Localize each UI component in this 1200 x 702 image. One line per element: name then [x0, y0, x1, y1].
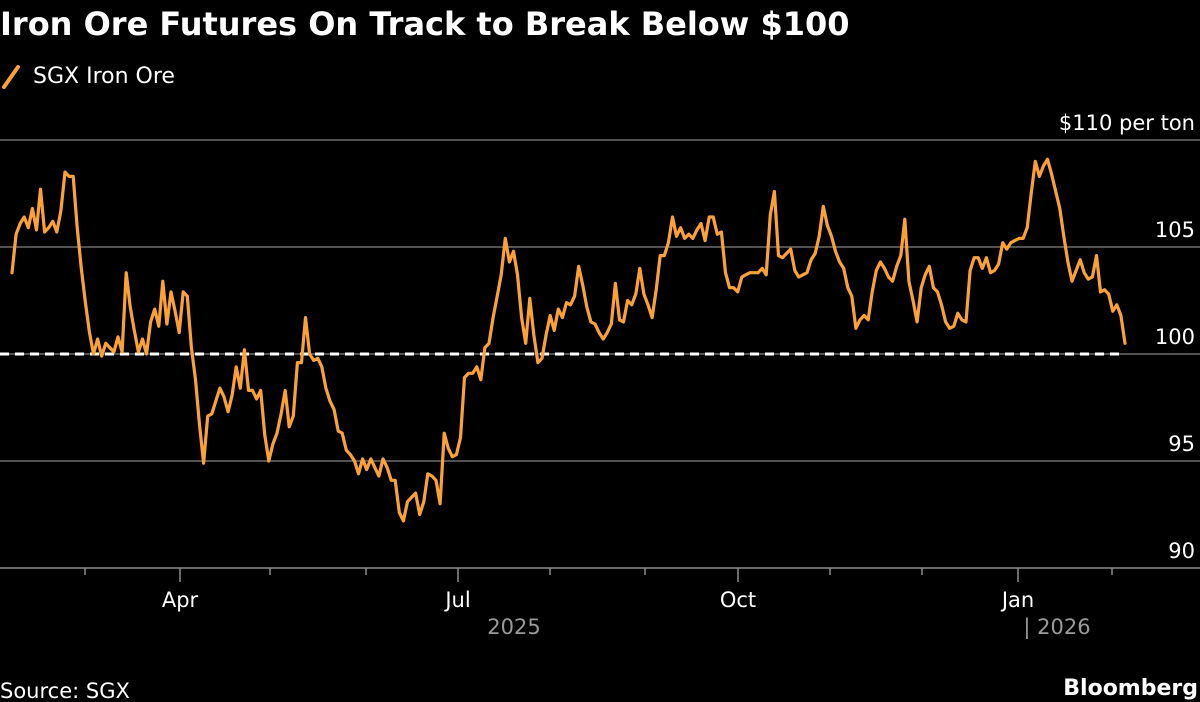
year-label: 2025	[487, 615, 540, 639]
bloomberg-logo: Bloomberg	[1063, 676, 1198, 701]
x-axis-labels: Apr Jul Oct Jan	[162, 588, 1034, 612]
y-tick-label: 100	[1155, 325, 1195, 349]
x-tick-label: Jul	[443, 588, 470, 612]
legend: SGX Iron Ore	[2, 64, 175, 89]
x-tick-label: Jan	[1000, 588, 1034, 612]
legend-swatch-icon	[2, 65, 20, 89]
x-tick-label: Apr	[162, 588, 199, 612]
chart-title: Iron Ore Futures On Track to Break Below…	[0, 5, 850, 43]
source-note: Source: SGX	[0, 679, 130, 702]
series-group	[10, 157, 1127, 523]
year-labels: 2025 | 2026	[487, 615, 1090, 640]
y-tick-label: 95	[1168, 432, 1195, 456]
series-line-sgx-iron-ore	[10, 157, 1127, 523]
year-label: | 2026	[1023, 615, 1090, 640]
y-axis-labels: 90 95 100 105 $110 per ton	[1059, 111, 1195, 563]
y-tick-label: 105	[1155, 218, 1195, 242]
gridlines	[0, 139, 1200, 462]
x-tick-label: Oct	[720, 588, 756, 612]
x-axis-ticks	[84, 568, 1113, 582]
y-tick-label: 90	[1168, 539, 1195, 563]
legend-label: SGX Iron Ore	[33, 64, 175, 89]
y-tick-label: $110 per ton	[1059, 111, 1195, 135]
